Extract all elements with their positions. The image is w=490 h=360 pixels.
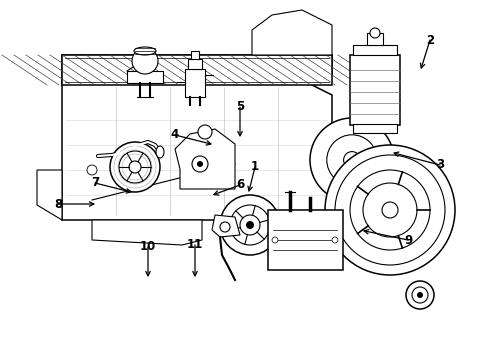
Text: 8: 8 xyxy=(54,198,62,211)
Circle shape xyxy=(272,237,278,243)
Polygon shape xyxy=(212,215,240,237)
Bar xyxy=(367,33,383,45)
Bar xyxy=(268,210,343,270)
Bar xyxy=(353,45,397,55)
Ellipse shape xyxy=(134,47,156,55)
Circle shape xyxy=(332,237,338,243)
Text: 9: 9 xyxy=(404,234,412,247)
Circle shape xyxy=(406,281,434,309)
Circle shape xyxy=(198,125,212,139)
Circle shape xyxy=(132,48,158,74)
Text: 2: 2 xyxy=(426,33,434,46)
Circle shape xyxy=(382,202,398,218)
Text: 7: 7 xyxy=(91,176,99,189)
Bar xyxy=(191,51,199,59)
Circle shape xyxy=(343,152,361,168)
Ellipse shape xyxy=(156,146,164,158)
Bar xyxy=(62,55,332,85)
Text: 1: 1 xyxy=(251,161,259,174)
Circle shape xyxy=(87,165,97,175)
Circle shape xyxy=(310,118,394,202)
Text: 11: 11 xyxy=(187,238,203,252)
Bar xyxy=(127,71,163,83)
Text: 3: 3 xyxy=(436,158,444,171)
Polygon shape xyxy=(252,10,332,55)
Polygon shape xyxy=(92,220,202,245)
Circle shape xyxy=(417,292,423,298)
Bar xyxy=(350,55,400,125)
Bar xyxy=(188,59,202,69)
Circle shape xyxy=(110,142,160,192)
Polygon shape xyxy=(175,129,235,189)
Bar xyxy=(62,55,332,85)
Circle shape xyxy=(129,161,141,173)
Circle shape xyxy=(370,28,380,38)
Circle shape xyxy=(192,156,208,172)
Polygon shape xyxy=(37,170,62,220)
Circle shape xyxy=(220,222,230,232)
Circle shape xyxy=(325,145,455,275)
Bar xyxy=(185,69,205,97)
Text: 4: 4 xyxy=(171,129,179,141)
Text: 10: 10 xyxy=(140,240,156,253)
Bar xyxy=(353,124,397,133)
Bar xyxy=(327,135,352,185)
Circle shape xyxy=(197,161,203,167)
Circle shape xyxy=(246,221,254,229)
Polygon shape xyxy=(62,55,332,220)
Circle shape xyxy=(220,195,280,255)
Text: 6: 6 xyxy=(236,179,244,192)
Text: 5: 5 xyxy=(236,100,244,113)
